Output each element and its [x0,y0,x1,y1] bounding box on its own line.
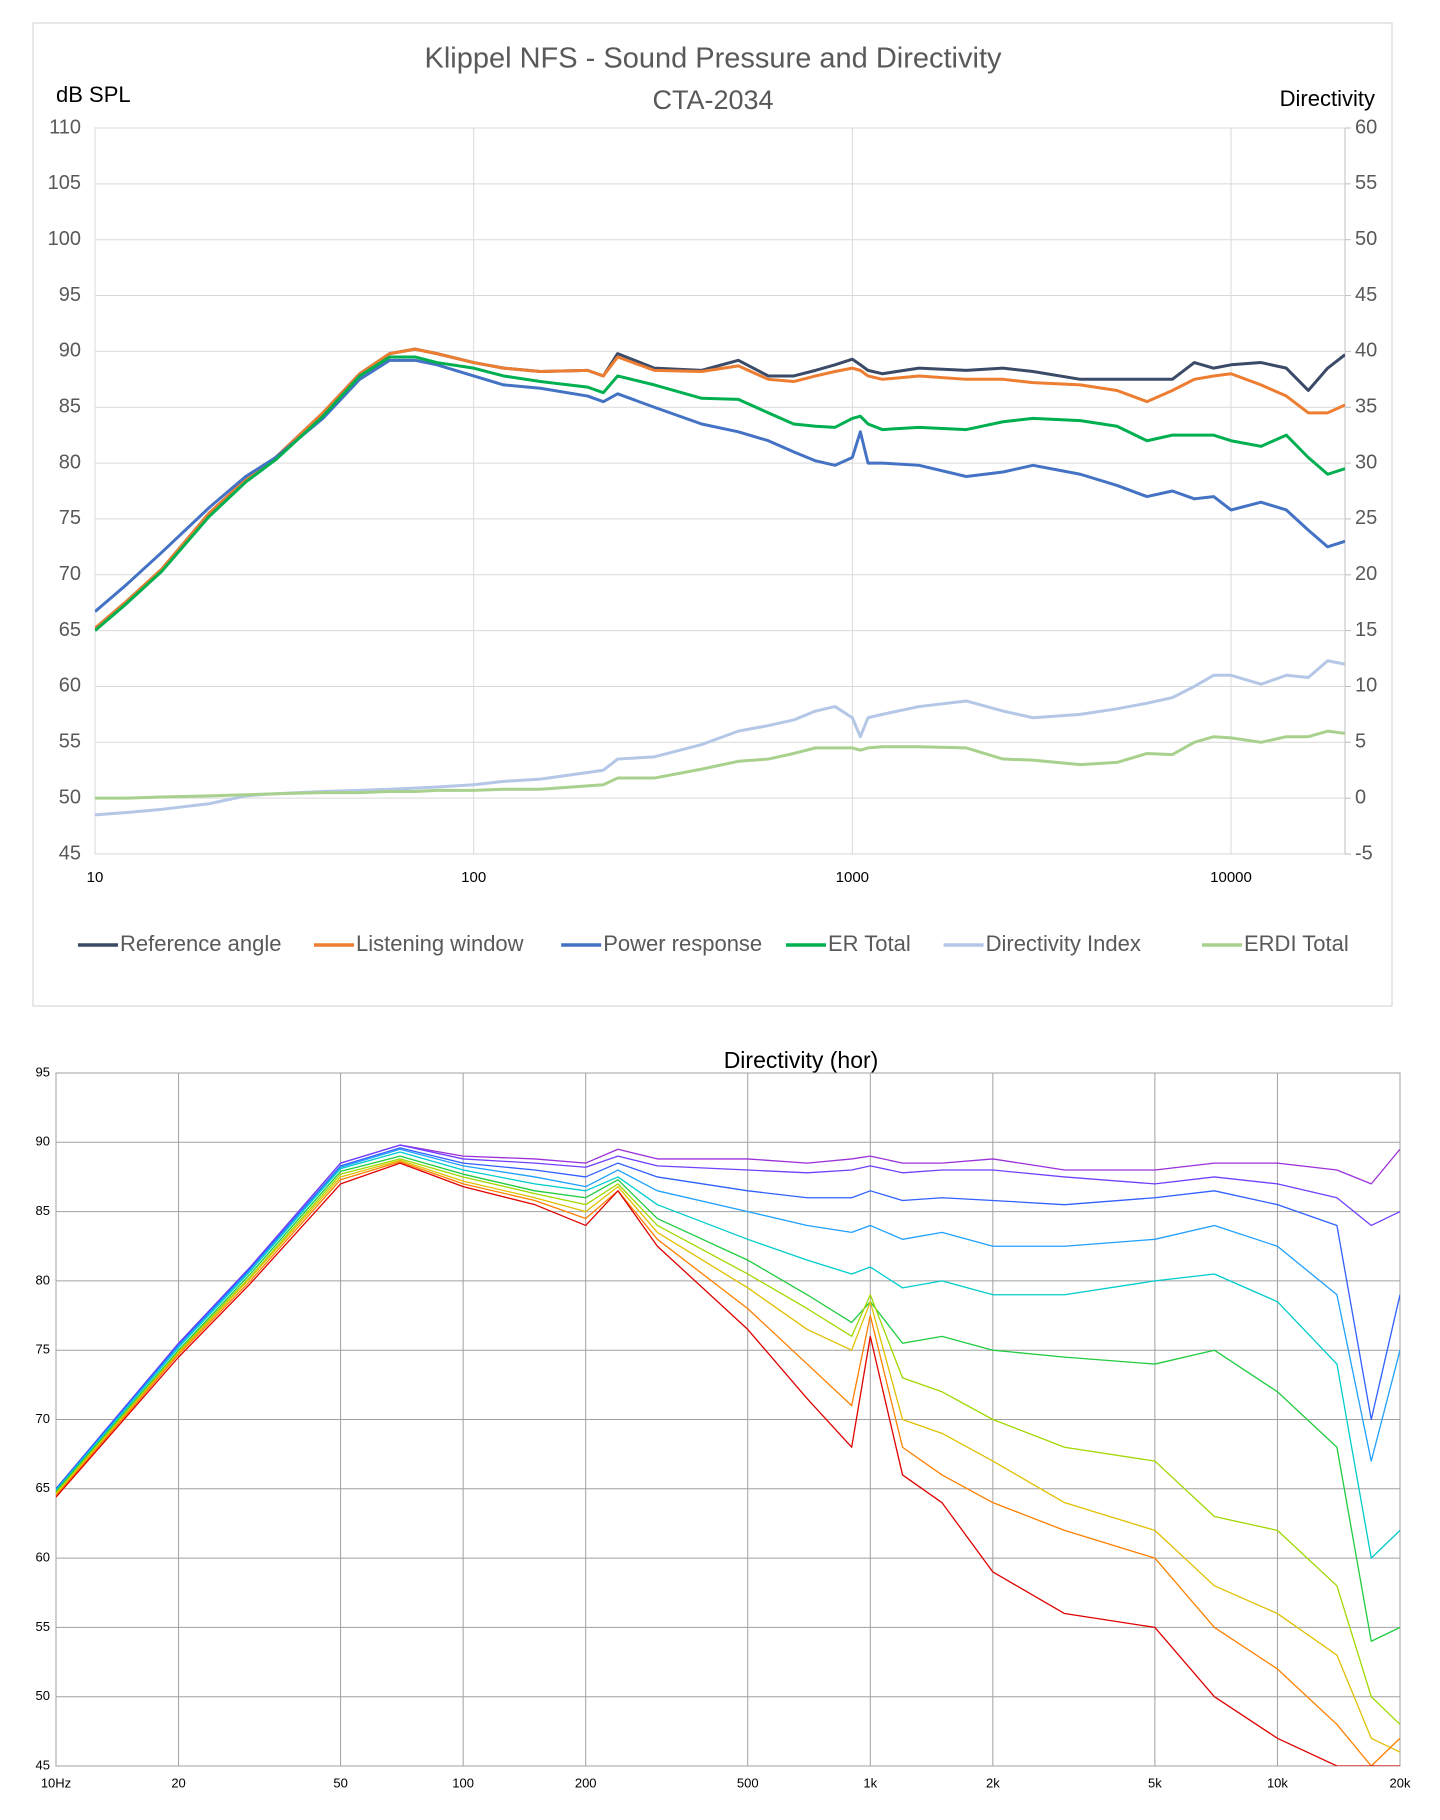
y-tick-label: 50 [59,786,81,808]
y-tick-label: 80 [36,1272,50,1287]
series-line [56,1144,1400,1490]
x-tick-label: 20 [171,1775,185,1790]
y-tick-label: 65 [36,1480,50,1495]
series-line [56,1144,1400,1490]
x-tick-label: 50 [333,1775,347,1790]
y2-tick-label: 5 [1355,731,1366,753]
y2-tick-label: 45 [1355,284,1377,306]
x-tick-label: 200 [575,1775,597,1790]
legend-label: ER Total [828,931,911,956]
y-tick-label: 45 [59,842,81,864]
series-line [56,1147,1400,1490]
y2-tick-label: 20 [1355,563,1377,585]
x-tick-label: 20k [1390,1775,1411,1790]
y-tick-label: 90 [59,340,81,362]
y2-tick-label: 35 [1355,396,1377,418]
legend-label: Directivity Index [986,931,1141,956]
y-tick-label: 50 [36,1688,50,1703]
y-tick-label: 90 [36,1134,50,1149]
series-line [56,1158,1400,1725]
legend-label: Reference angle [120,931,281,956]
series-line [95,347,1345,630]
y-tick-label: 95 [36,1064,50,1079]
series-line [56,1161,1400,1766]
series-line [56,1151,1400,1559]
series-line [95,355,1345,632]
y-tick-label: 100 [48,228,81,250]
series-group [95,347,1345,817]
x-tick-label: 5k [1148,1775,1162,1790]
y2-tick-label: 50 [1355,228,1377,250]
y2-tick-label: 30 [1355,451,1377,473]
y2-tick-label: 25 [1355,507,1377,529]
y-tick-label: 80 [59,451,81,473]
y-tick-label: 110 [49,116,81,138]
series-line [56,1159,1400,1753]
series-line [95,729,1345,800]
y-tick-label: 65 [59,619,81,641]
y2-tick-label: 10 [1355,675,1377,697]
series-line [95,358,1345,613]
y-tick-label: 70 [36,1411,50,1426]
x-tick-label: 10k [1267,1775,1288,1790]
y-tick-label: 85 [59,396,81,418]
y-tick-label: 55 [36,1619,50,1634]
y-tick-label: 95 [59,284,81,306]
y2-tick-label: 0 [1355,786,1366,808]
y-tick-label: 60 [59,675,81,697]
y2-tick-label: 60 [1355,116,1377,138]
chart-frame [32,22,1393,1007]
series-group [56,1144,1400,1766]
chart-title: Klippel NFS - Sound Pressure and Directi… [424,43,1002,75]
series-line [56,1148,1400,1491]
x-tick-label: 100 [461,869,486,886]
legend-label: Listening window [356,931,524,956]
y2-axis-label: Directivity [1280,86,1375,111]
y2-tick-label: -5 [1355,842,1373,864]
x-tick-label: 2k [986,1775,1000,1790]
legend-label: ERDI Total [1244,931,1349,956]
legend-label: Power response [603,931,762,956]
y-axis-label: dB SPL [56,82,131,107]
x-tick-label: 100 [452,1775,474,1790]
x-tick-label: 10 [87,869,104,886]
y2-tick-label: 15 [1355,619,1377,641]
series-line [56,1162,1400,1766]
y-tick-label: 75 [59,507,81,529]
y-tick-label: 75 [36,1342,50,1357]
x-tick-label: 1k [863,1775,877,1790]
x-tick-label: 1000 [836,869,869,886]
y2-tick-label: 55 [1355,172,1377,194]
y-tick-label: 70 [59,563,81,585]
chart-title: Directivity (hor) [724,1047,879,1073]
x-tick-label: 10000 [1210,869,1252,886]
y-tick-label: 105 [48,172,81,194]
y2-tick-label: 40 [1355,340,1377,362]
y-tick-label: 85 [36,1203,50,1218]
series-line [56,1155,1400,1642]
series-line [95,659,1345,817]
y-tick-label: 55 [59,731,81,753]
x-tick-label: 500 [737,1775,759,1790]
y-tick-label: 60 [36,1550,50,1565]
y-tick-label: 45 [36,1757,50,1772]
x-tick-label: 10Hz [41,1775,71,1790]
chart-subtitle: CTA-2034 [652,85,773,115]
